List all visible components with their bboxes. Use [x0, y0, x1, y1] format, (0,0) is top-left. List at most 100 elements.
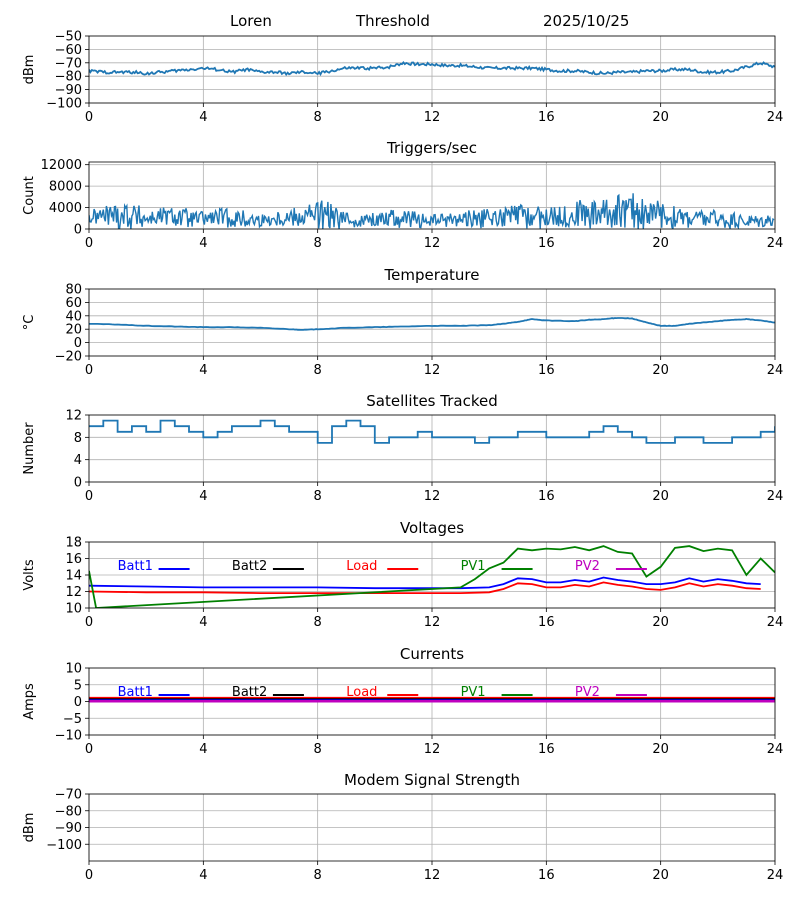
voltages-xtick-label: 4 [199, 615, 207, 630]
currents-xtick-label: 0 [85, 742, 93, 757]
satellites-xtick-label: 8 [314, 489, 322, 504]
satellites-title: Satellites Tracked [366, 392, 497, 410]
temperature-ytick-label: 80 [65, 283, 82, 298]
signal-ytick-label: −100 [46, 97, 82, 112]
temperature-series-temperature [89, 317, 775, 331]
temperature-ylabel: °C [22, 315, 37, 331]
temperature-ytick-label: 20 [65, 323, 82, 338]
voltages-xtick-label: 16 [538, 615, 555, 630]
modem-title: Modem Signal Strength [344, 771, 520, 789]
modem-ytick-label: −80 [55, 804, 82, 819]
satellites-ytick-label: 0 [74, 476, 82, 491]
trigger-mode: Threshold [356, 12, 430, 30]
temperature-ytick-label: 0 [74, 336, 82, 351]
report-date: 2025/10/25 [543, 12, 630, 30]
signal-xtick-label: 4 [199, 110, 207, 125]
temperature-xtick-label: 16 [538, 363, 555, 378]
triggers-ytick-label: 12000 [41, 158, 82, 173]
currents-legend-batt1: Batt1 [118, 685, 153, 700]
voltages-title: Voltages [400, 519, 464, 537]
satellites-xtick-label: 12 [424, 489, 441, 504]
signal-ytick-label: −60 [55, 43, 82, 58]
currents-ytick-label: −10 [55, 729, 82, 744]
signal-xtick-label: 16 [538, 110, 555, 125]
voltages-ytick-label: 16 [65, 552, 82, 567]
signal-chart: 0 4 8 12 16 20 24 −50−60−70−80−90−100 dBm [22, 30, 783, 126]
triggers-title: Triggers/sec [386, 139, 477, 157]
signal-xtick-label: 20 [652, 110, 669, 125]
modem-xtick-label: 8 [314, 868, 322, 883]
modem-ytick-label: −90 [55, 821, 82, 836]
signal-xtick-label: 12 [424, 110, 441, 125]
signal-xtick-label: 0 [85, 110, 93, 125]
satellites-frame [88, 414, 776, 483]
triggers-frame [88, 161, 776, 230]
signal-ytick-label: −50 [55, 30, 82, 45]
currents-frame [88, 667, 776, 736]
currents-xtick-label: 8 [314, 742, 322, 757]
triggers-xtick-label: 8 [314, 236, 322, 251]
temperature-xtick-label: 20 [652, 363, 669, 378]
temperature-xtick-label: 8 [314, 363, 322, 378]
satellites-xtick-label: 0 [85, 489, 93, 504]
temperature-xtick-label: 0 [85, 363, 93, 378]
voltages-legend-load: Load [346, 559, 377, 574]
triggers-chart: 0 4 8 12 16 20 24 12000 8000 4000 0 Triggers/sec Cou… [22, 139, 783, 251]
temperature-xtick-label: 24 [767, 363, 784, 378]
satellites-ytick-label: 4 [74, 453, 82, 468]
signal-ytick-label: −70 [55, 56, 82, 71]
triggers-ytick-label: 0 [74, 223, 82, 238]
voltages-legend-pv2: PV2 [575, 559, 600, 574]
voltages-ylabel: Volts [22, 559, 37, 591]
currents-ytick-label: 10 [65, 662, 82, 677]
signal-xtick-label: 24 [767, 110, 784, 125]
modem-xtick-label: 4 [199, 868, 207, 883]
temperature-title: Temperature [383, 266, 479, 284]
temperature-xtick-label: 4 [199, 363, 207, 378]
currents-xtick-label: 4 [199, 742, 207, 757]
voltages-series-pv1 [89, 545, 775, 608]
triggers-series-triggers [89, 193, 775, 229]
modem-chart: 0 4 8 12 16 20 24 −70−80 −90 −100 Modem Signal Str… [22, 771, 783, 883]
temperature-ytick-label: 40 [65, 309, 82, 324]
voltages-legend-batt1: Batt1 [118, 559, 153, 574]
triggers-xtick-label: 0 [85, 236, 93, 251]
voltages-xtick-label: 24 [767, 615, 784, 630]
satellites-chart: 0 4 8 12 16 20 24 12 8 4 0 Satellites Tracked Number [22, 392, 783, 504]
modem-xtick-label: 12 [424, 868, 441, 883]
signal-xtick-label: 8 [314, 110, 322, 125]
signal-ylabel: dBm [22, 55, 37, 85]
modem-xtick-label: 20 [652, 868, 669, 883]
triggers-xtick-label: 20 [652, 236, 669, 251]
satellites-ylabel: Number [22, 422, 37, 475]
signal-ytick-label: −90 [55, 83, 82, 98]
satellites-ytick-label: 12 [65, 409, 82, 424]
report-header: Loren Threshold 2025/10/25 [0, 0, 800, 34]
voltages-xtick-label: 8 [314, 615, 322, 630]
signal-ytick-label: −80 [55, 70, 82, 85]
modem-ylabel: dBm [22, 813, 37, 843]
triggers-xtick-label: 4 [199, 236, 207, 251]
satellites-series-satellites [89, 419, 775, 444]
satellites-xtick-label: 4 [199, 489, 207, 504]
voltages-ytick-label: 18 [65, 536, 82, 551]
triggers-xtick-label: 12 [424, 236, 441, 251]
temperature-xtick-label: 12 [424, 363, 441, 378]
currents-ytick-label: 0 [74, 695, 82, 710]
triggers-xtick-label: 16 [538, 236, 555, 251]
temperature-ytick-label: 60 [65, 296, 82, 311]
voltages-ytick-label: 14 [65, 569, 82, 584]
satellites-ytick-label: 8 [74, 431, 82, 446]
signal-series-signal [89, 60, 775, 77]
voltages-legend-batt2: Batt2 [232, 559, 267, 574]
currents-legend-load: Load [346, 685, 377, 700]
currents-legend-batt2: Batt2 [232, 685, 267, 700]
voltages-series-batt1 [89, 576, 761, 590]
currents-xtick-label: 16 [538, 742, 555, 757]
triggers-ylabel: Count [22, 176, 37, 215]
satellites-xtick-label: 20 [652, 489, 669, 504]
voltages-xtick-label: 0 [85, 615, 93, 630]
